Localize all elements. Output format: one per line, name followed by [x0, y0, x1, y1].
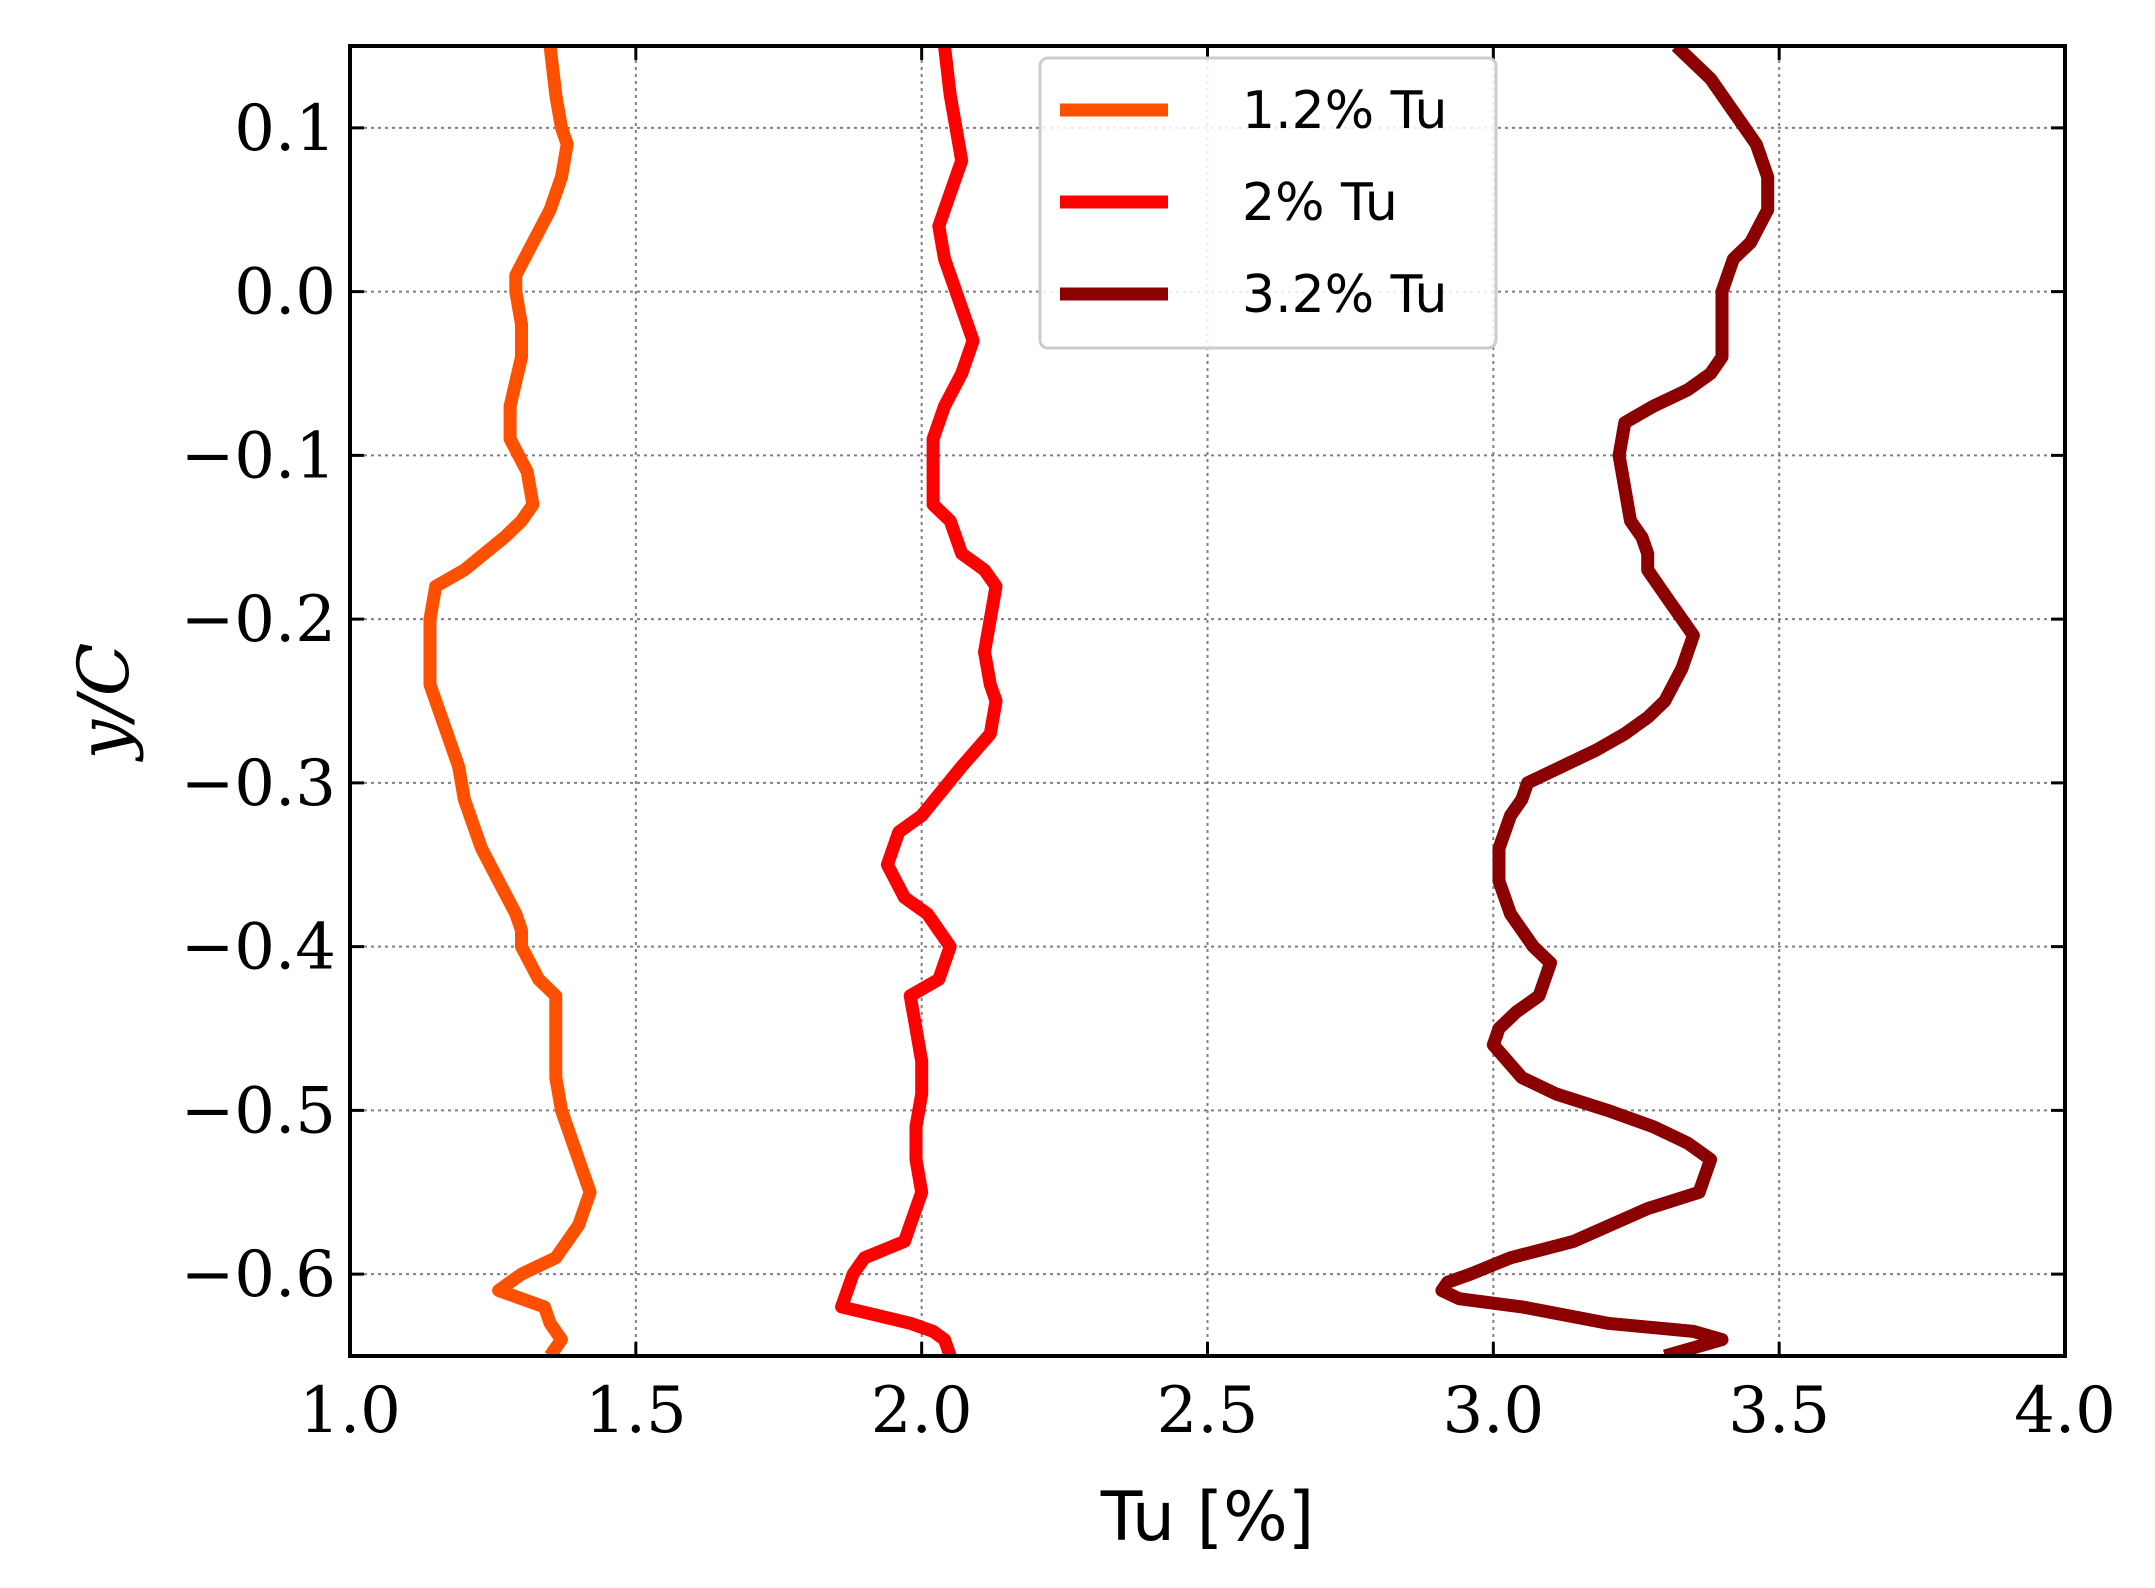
x-tick-label: 2.5 [1157, 1374, 1259, 1448]
y-axis-title: y/C [63, 643, 145, 763]
legend: 1.2% Tu 2% Tu 3.2% Tu [1038, 56, 1498, 350]
legend-label-2-tu: 2% Tu [1242, 173, 1398, 233]
y-tick-label: −0.5 [181, 1074, 336, 1148]
y-tick-label: −0.1 [181, 419, 336, 493]
axis-ticks [348, 46, 2067, 1356]
series-lines [423, 46, 1775, 1356]
x-tick-label: 3.5 [1728, 1374, 1830, 1448]
legend-label-1-2-tu: 1.2% Tu [1242, 81, 1447, 141]
y-tick-labels: 0.1 0.0 −0.1 −0.2 −0.3 −0.4 −0.5 −0.6 [181, 92, 336, 1312]
series-line-3-2-tu [1435, 46, 1775, 1356]
y-tick-label: −0.6 [181, 1238, 336, 1312]
series-line-1-2-tu [423, 46, 597, 1356]
y-tick-label: −0.4 [181, 911, 336, 985]
x-axis-title: Tu [%] [1100, 1478, 1315, 1557]
x-tick-labels: 1.0 1.5 2.0 2.5 3.0 3.5 4.0 [299, 1374, 2116, 1448]
y-tick-label: −0.3 [181, 747, 336, 821]
x-tick-label: 1.5 [585, 1374, 687, 1448]
x-tick-label: 3.0 [1442, 1374, 1544, 1448]
legend-label-3-2-tu: 3.2% Tu [1242, 265, 1447, 325]
x-tick-label: 4.0 [2014, 1374, 2116, 1448]
legend-box [1038, 56, 1498, 350]
y-tick-label: 0.0 [234, 256, 336, 330]
y-tick-label: −0.2 [181, 583, 336, 657]
x-tick-label: 1.0 [299, 1374, 401, 1448]
x-tick-label: 2.0 [871, 1374, 973, 1448]
series-line-2-tu [835, 46, 1003, 1356]
y-tick-label: 0.1 [234, 92, 336, 166]
